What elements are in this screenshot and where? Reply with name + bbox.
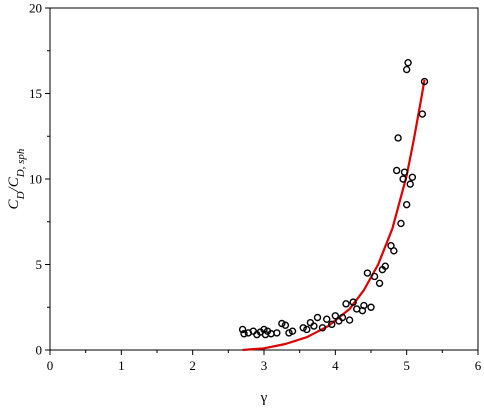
data-point xyxy=(278,319,286,328)
y-axis-title-denominator: C xyxy=(6,176,22,187)
data-point xyxy=(402,65,411,74)
plot-frame xyxy=(49,7,479,351)
x-tick-label: 0 xyxy=(47,358,54,373)
x-tick-label: 1 xyxy=(118,358,125,373)
x-tick-label: 2 xyxy=(189,358,196,373)
data-point xyxy=(363,269,372,277)
data-point xyxy=(402,200,411,209)
data-point xyxy=(281,321,290,329)
data-point xyxy=(306,318,315,327)
fit-curve xyxy=(242,79,426,352)
data-point xyxy=(381,262,389,270)
data-point xyxy=(328,320,336,329)
fit-curve-layer xyxy=(242,79,426,352)
data-point xyxy=(323,315,331,323)
data-point xyxy=(299,324,307,332)
data-point xyxy=(408,173,417,181)
data-point xyxy=(397,219,405,228)
data-point xyxy=(367,303,375,311)
plot-area xyxy=(49,7,479,351)
y-axis-title: CD/CD, sph xyxy=(6,148,27,209)
x-tick-label: 3 xyxy=(261,358,268,373)
data-point xyxy=(310,322,318,330)
data-point xyxy=(285,329,293,337)
data-point xyxy=(313,313,322,322)
data-point xyxy=(349,298,357,306)
data-point xyxy=(399,175,407,183)
data-point xyxy=(400,168,409,176)
x-tick-label: 6 xyxy=(475,358,482,373)
y-axis-title-slash: / xyxy=(6,185,22,192)
data-point xyxy=(273,329,281,337)
data-point xyxy=(390,247,398,255)
data-point xyxy=(370,272,379,281)
x-axis: 0 1 2 3 4 5 6 xyxy=(47,350,482,373)
y-axis: 0 5 10 15 20 xyxy=(29,1,50,358)
y-tick-label: 20 xyxy=(29,1,42,16)
x-tick-label: 4 xyxy=(332,358,339,373)
data-point xyxy=(288,327,297,335)
data-point xyxy=(345,316,354,324)
data-point xyxy=(238,325,247,334)
y-axis-title-numerator-sub: D xyxy=(15,191,27,200)
data-point xyxy=(420,77,429,86)
y-axis-title-denominator-sub: D, sph xyxy=(15,148,27,178)
data-point xyxy=(394,134,402,142)
x-axis-title: γ xyxy=(260,390,268,406)
data-point xyxy=(240,330,248,338)
y-axis-title-numerator: C xyxy=(6,198,22,209)
data-point xyxy=(338,313,347,322)
data-point xyxy=(404,59,412,67)
y-tick-label: 0 xyxy=(36,343,43,358)
y-tick-label: 5 xyxy=(36,257,43,272)
data-point xyxy=(303,325,311,334)
y-tick-label: 15 xyxy=(29,86,42,101)
data-point xyxy=(331,312,340,320)
y-tick-label: 10 xyxy=(29,172,42,187)
data-point xyxy=(392,166,401,175)
data-point xyxy=(318,324,327,332)
data-point xyxy=(342,300,350,308)
x-tick-label: 5 xyxy=(403,358,410,373)
data-points-layer xyxy=(238,59,429,339)
data-point xyxy=(375,279,384,288)
data-point xyxy=(406,180,414,188)
data-point xyxy=(418,110,427,118)
data-point xyxy=(360,301,368,310)
